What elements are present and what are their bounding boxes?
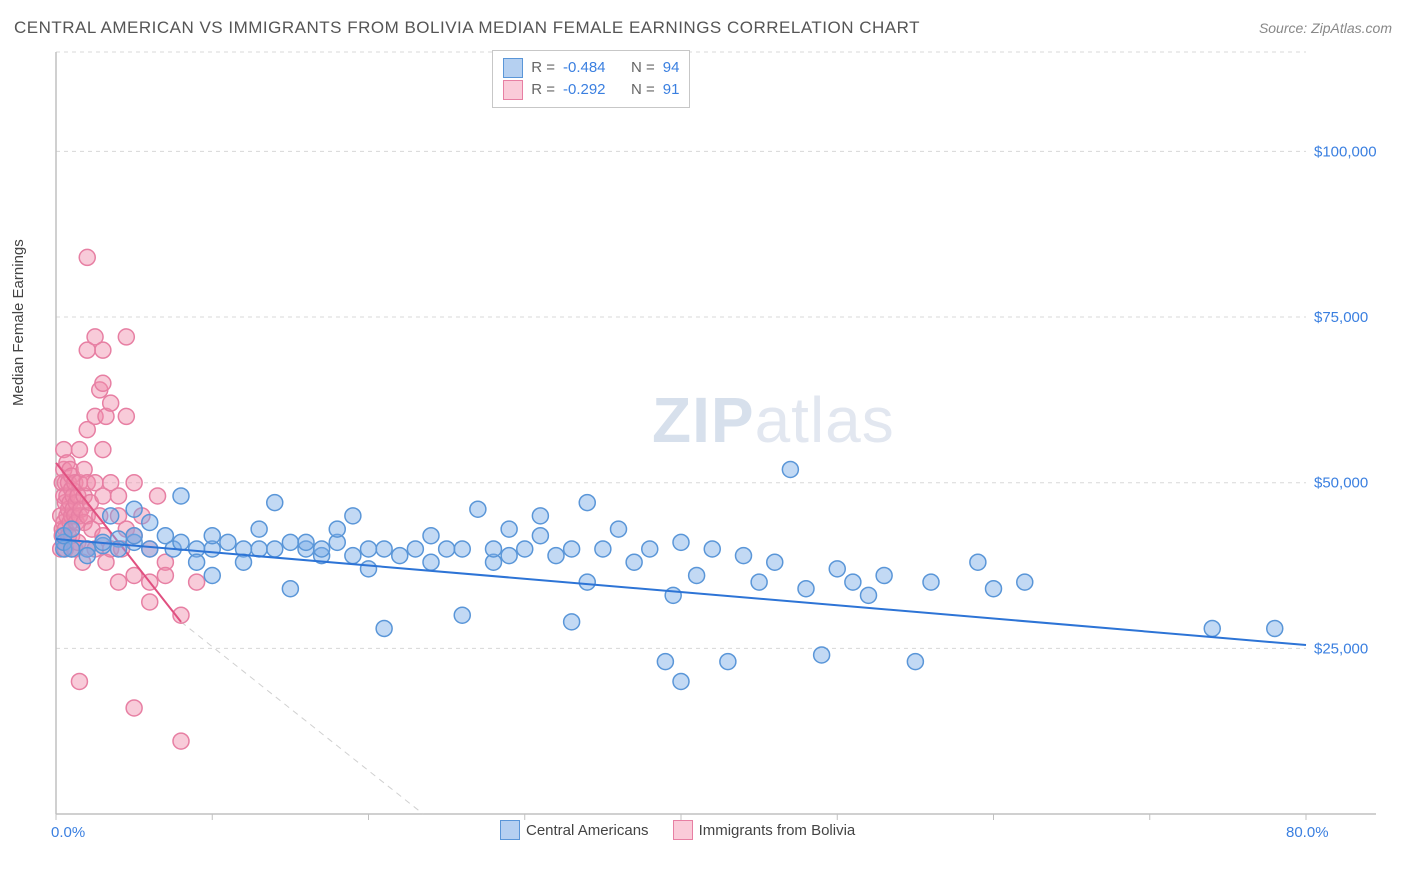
stats-swatch-icon bbox=[503, 80, 523, 100]
scatter-chart: $25,000 $50,000 $75,000 $100,000 bbox=[52, 48, 1386, 844]
chart-header: CENTRAL AMERICAN VS IMMIGRANTS FROM BOLI… bbox=[14, 18, 1392, 38]
correlation-stats-box: R = -0.484 N = 94 R = -0.292 N = 91 bbox=[492, 50, 690, 108]
y-axis-label: Median Female Earnings bbox=[10, 239, 27, 406]
r-value: -0.292 bbox=[563, 79, 623, 101]
n-label: N = bbox=[631, 57, 655, 79]
stats-row-central: R = -0.484 N = 94 bbox=[503, 57, 679, 79]
n-value: 91 bbox=[663, 79, 680, 101]
legend-item-central: Central Americans bbox=[500, 820, 649, 840]
legend-label: Central Americans bbox=[526, 822, 649, 839]
source-attribution: Source: ZipAtlas.com bbox=[1259, 20, 1392, 36]
r-label: R = bbox=[531, 79, 555, 101]
svg-text:$75,000: $75,000 bbox=[1314, 309, 1368, 326]
svg-text:$25,000: $25,000 bbox=[1314, 640, 1368, 657]
svg-text:$100,000: $100,000 bbox=[1314, 143, 1377, 160]
x-axis-min-label: 0.0% bbox=[51, 824, 85, 841]
x-axis-max-label: 80.0% bbox=[1286, 824, 1329, 841]
svg-text:$50,000: $50,000 bbox=[1314, 475, 1368, 492]
n-label: N = bbox=[631, 79, 655, 101]
r-value: -0.484 bbox=[563, 57, 623, 79]
chart-title: CENTRAL AMERICAN VS IMMIGRANTS FROM BOLI… bbox=[14, 18, 920, 38]
legend-swatch-icon bbox=[500, 820, 520, 840]
legend-swatch-icon bbox=[673, 820, 693, 840]
chart-legend: Central Americans Immigrants from Bolivia bbox=[500, 820, 855, 840]
legend-item-bolivia: Immigrants from Bolivia bbox=[673, 820, 856, 840]
legend-label: Immigrants from Bolivia bbox=[699, 822, 856, 839]
stats-row-bolivia: R = -0.292 N = 91 bbox=[503, 79, 679, 101]
stats-swatch-icon bbox=[503, 58, 523, 78]
n-value: 94 bbox=[663, 57, 680, 79]
r-label: R = bbox=[531, 57, 555, 79]
